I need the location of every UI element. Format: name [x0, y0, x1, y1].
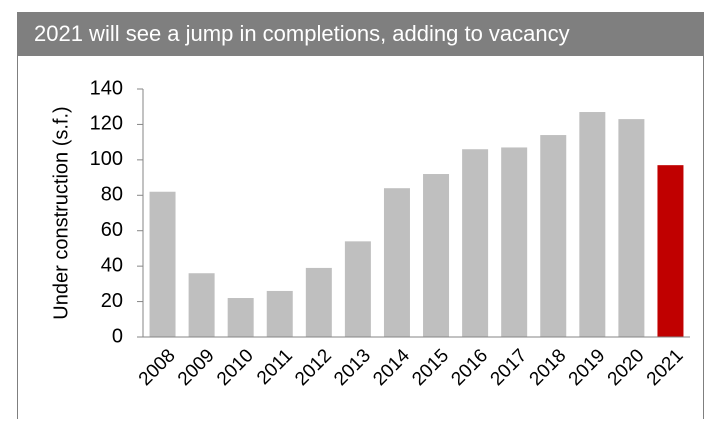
chart-title: 2021 will see a jump in completions, add…: [34, 21, 570, 46]
bar: [344, 241, 371, 337]
bar: [462, 149, 489, 337]
y-tick-label: 80: [101, 184, 123, 206]
bar: [305, 267, 332, 337]
header-bar: [17, 12, 704, 56]
bar: [540, 135, 567, 337]
y-tick-label: 120: [90, 113, 123, 135]
bar: [579, 112, 606, 338]
bar: [501, 147, 528, 337]
y-axis-title: Under construction (s.f.): [50, 106, 72, 319]
bar: [266, 290, 293, 337]
bar: [618, 119, 645, 337]
bar: [188, 273, 215, 337]
y-tick-label: 40: [101, 254, 123, 276]
y-tick-label: 0: [112, 325, 123, 347]
y-tick-label: 140: [90, 77, 123, 99]
y-tick-label: 100: [90, 148, 123, 170]
bar: [423, 174, 450, 337]
bar: [227, 298, 254, 337]
y-tick-label: 60: [101, 219, 123, 241]
bar: [657, 165, 684, 337]
bar: [383, 188, 410, 337]
y-tick-label: 20: [101, 290, 123, 312]
bar: [149, 191, 176, 337]
